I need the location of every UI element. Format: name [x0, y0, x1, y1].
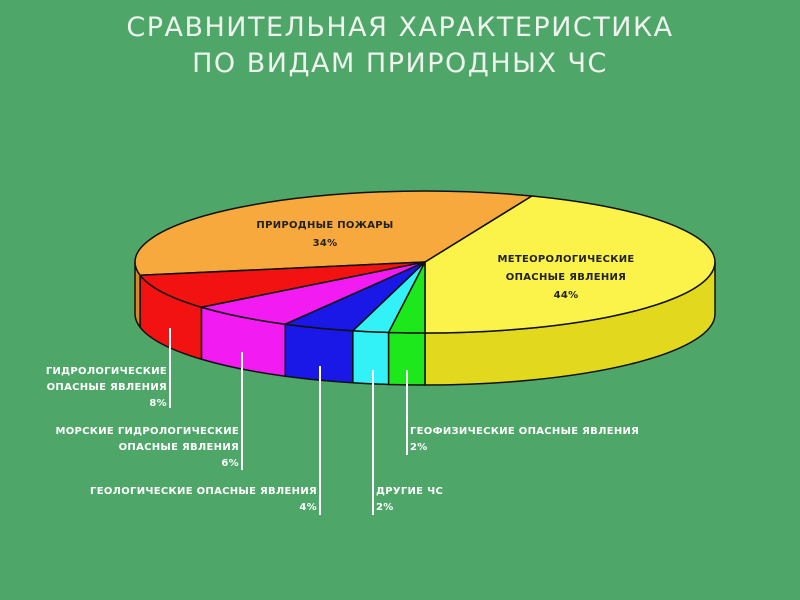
pie-top — [134, 190, 716, 334]
slice-label: ГИДРОЛОГИЧЕСКИЕ ОПАСНЫЕ ЯВЛЕНИЯ 8% — [46, 366, 167, 409]
slice-label: МЕТЕОРОЛОГИЧЕСКИЕ ОПАСНЫЕ ЯВЛЕНИЯ 44% — [497, 254, 634, 301]
slice-label: ГЕОЛОГИЧЕСКИЕ ОПАСНЫЕ ЯВЛЕНИЯ 4% — [90, 486, 317, 513]
pie-slice — [424, 195, 716, 334]
slice-label: ГЕОФИЗИЧЕСКИЕ ОПАСНЫЕ ЯВЛЕНИЯ 2% — [410, 426, 639, 453]
slice-label: ПРИРОДНЫЕ ПОЖАРЫ 34% — [256, 220, 393, 249]
slice-label: МОРСКИЕ ГИДРОЛОГИЧЕСКИЕ ОПАСНЫЕ ЯВЛЕНИЯ 6% — [55, 426, 239, 469]
pie-slice — [387, 261, 426, 334]
pie-slice — [139, 261, 426, 309]
chart-title: СРАВНИТЕЛЬНАЯ ХАРАКТЕРИСТИКА ПО ВИДАМ ПР… — [0, 10, 800, 82]
pie-slice — [134, 190, 533, 277]
slice-label: ДРУГИЕ ЧС 2% — [376, 486, 443, 513]
chart-title-line2: ПО ВИДАМ ПРИРОДНЫХ ЧС — [192, 48, 608, 79]
pie-labels: МЕТЕОРОЛОГИЧЕСКИЕ ОПАСНЫЕ ЯВЛЕНИЯ 44% ПРИРО… — [46, 220, 639, 515]
chart-title-line1: СРАВНИТЕЛЬНАЯ ХАРАКТЕРИСТИКА — [126, 12, 674, 43]
pie-side-slice — [352, 330, 390, 386]
